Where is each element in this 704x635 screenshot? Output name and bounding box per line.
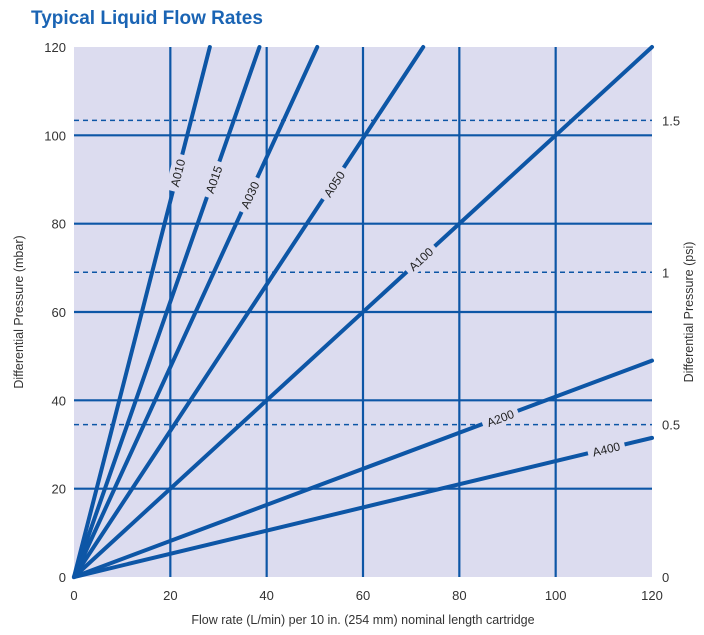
- tick-labels: 0 20 40 60 80 100 120 0 20 40 60 80 100 120 0 0.5 1 1.5: [44, 40, 680, 603]
- series-label-background: [165, 152, 190, 194]
- series-line-a100: [72, 45, 654, 579]
- series-label-background: [586, 436, 627, 462]
- y-tick-label: 0: [59, 570, 66, 585]
- y2-axis-label: Differential Pressure (psi): [682, 242, 696, 383]
- y2-tick-label: 1: [662, 265, 669, 280]
- series-line-a200: [72, 358, 654, 579]
- y2-tick-label: 1.5: [662, 113, 680, 128]
- y-tick-label: 40: [52, 393, 66, 408]
- series-lines: [72, 45, 654, 579]
- y-tick-label: 20: [52, 482, 66, 497]
- x-tick-label: 0: [70, 588, 77, 603]
- series-line-a050: [72, 45, 426, 579]
- series-label-background: [199, 159, 228, 200]
- series-label-background: [401, 240, 441, 278]
- y2-tick-label: 0: [662, 570, 669, 585]
- x-axis-label: Flow rate (L/min) per 10 in. (254 mm) no…: [191, 613, 534, 627]
- x-tick-label: 120: [641, 588, 663, 603]
- series-label-a010: A010: [165, 152, 190, 194]
- x-tick-label: 40: [259, 588, 273, 603]
- series-label-background: [234, 174, 265, 216]
- series-line-a030: [72, 45, 320, 579]
- series-label-text: A010: [168, 157, 189, 188]
- chart-title: Typical Liquid Flow Rates: [31, 8, 263, 29]
- y-tick-label: 100: [44, 128, 66, 143]
- x-tick-label: 60: [356, 588, 370, 603]
- series-line-a400: [72, 435, 654, 579]
- series-line-a015: [72, 45, 262, 579]
- series-label-a400: A400: [586, 436, 627, 462]
- y-axis-label: Differential Pressure (mbar): [12, 235, 26, 388]
- series-label-background: [317, 163, 352, 205]
- series-label-text: A400: [591, 439, 622, 459]
- y-tick-label: 60: [52, 305, 66, 320]
- y2-tick-label: 0.5: [662, 418, 680, 433]
- series-label-background: [479, 403, 521, 433]
- y-tick-label: 80: [52, 217, 66, 232]
- series-line-a010: [72, 45, 212, 579]
- y-tick-label: 120: [44, 40, 66, 55]
- x-tick-label: 100: [545, 588, 567, 603]
- x-tick-label: 80: [452, 588, 466, 603]
- x-tick-label: 20: [163, 588, 177, 603]
